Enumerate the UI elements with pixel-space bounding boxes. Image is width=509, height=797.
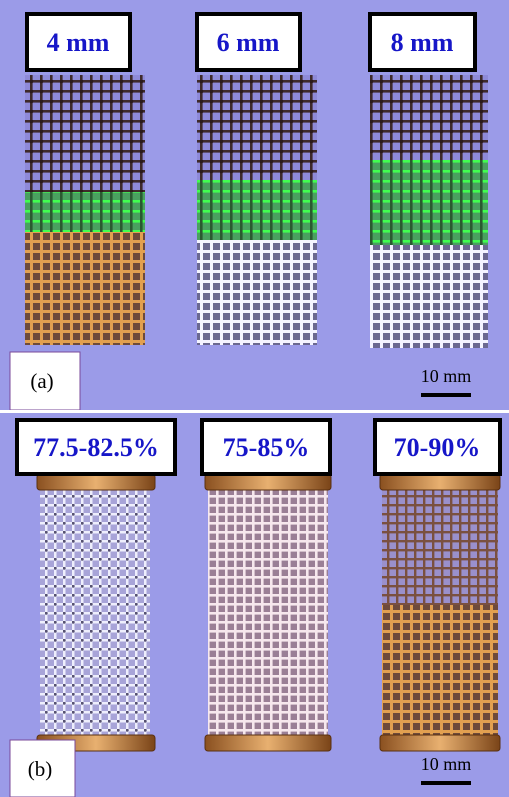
end-cap [380, 474, 500, 490]
scale-bar [421, 781, 471, 785]
separator [0, 410, 509, 413]
scale-label: 10 mm [421, 754, 472, 774]
panel-label: (b) [28, 757, 53, 781]
end-cap [205, 474, 331, 490]
lattice [25, 75, 145, 192]
sample-label: 75-85% [223, 433, 310, 462]
panel-label: (a) [30, 369, 53, 393]
lattice [197, 180, 317, 240]
end-cap [205, 735, 331, 751]
end-cap [380, 735, 500, 751]
lattice [25, 232, 145, 345]
lattice [208, 490, 328, 735]
lattice [197, 75, 317, 180]
sample-label: 70-90% [394, 433, 481, 462]
sample-label: 77.5-82.5% [33, 433, 159, 462]
lattice [382, 605, 498, 735]
sample-label: 8 mm [391, 28, 454, 57]
scale-bar [421, 393, 471, 397]
lattice [370, 245, 488, 348]
end-cap [37, 474, 155, 490]
lattice [370, 160, 488, 245]
sample-label: 4 mm [47, 28, 110, 57]
figure: 4 mm 6 mm 8 mm (a) 10 mm 77.5-82.5% 75-8… [0, 0, 509, 797]
scale-label: 10 mm [421, 366, 472, 386]
lattice [40, 490, 150, 735]
lattice [370, 75, 488, 160]
lattice [25, 192, 145, 232]
lattice [197, 240, 317, 345]
lattice [382, 490, 498, 605]
sample-label: 6 mm [217, 28, 280, 57]
